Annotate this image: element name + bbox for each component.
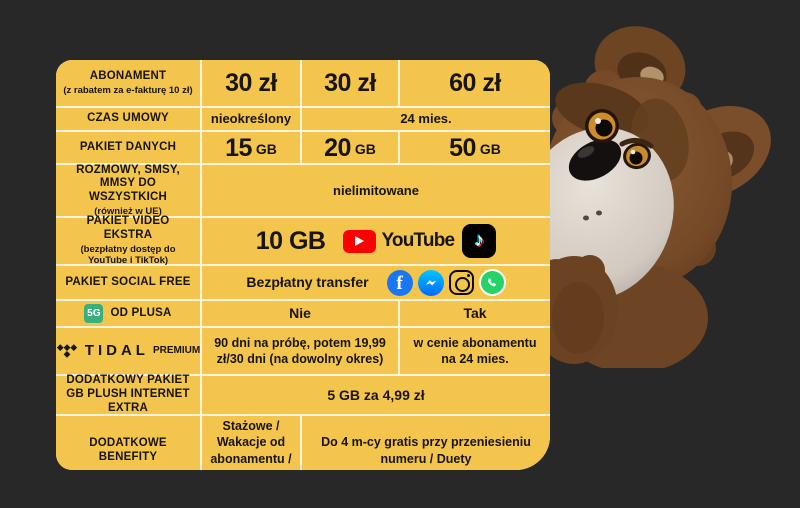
social-free-text: Bezpłatny transfer	[246, 274, 369, 291]
rozmowy-value: nielimitowane	[202, 165, 550, 216]
dane-plan3: 50 GB	[400, 132, 550, 163]
tidal-icon	[56, 344, 77, 358]
tiktok-icon: ♪	[462, 224, 497, 258]
abonament-price-plan1: 30 zł	[202, 60, 300, 106]
pricing-table: ABONAMENT (z rabatem za e-fakturę 10 zł)…	[56, 60, 550, 470]
row-label-extra-gb: DODATKOWY PAKIET GB PLUSH INTERNET EXTRA	[56, 374, 200, 414]
row-label-pakiet-danych: PAKIET DANYCH	[56, 132, 200, 163]
facebook-icon: f	[386, 269, 413, 296]
benefity-plan1: Stażowe / Wakacje od abonamentu / Duety	[202, 416, 300, 470]
bear-muzzle	[538, 127, 674, 301]
tidal-wordmark: TIDAL	[84, 342, 149, 359]
dane-plan2: 20 GB	[302, 132, 398, 163]
dane-plan1: 15 GB	[202, 132, 300, 163]
bear-nose	[568, 139, 622, 181]
bear-eye-right	[619, 138, 654, 170]
row-label-abonament: ABONAMENT (z rabatem za e-fakturę 10 zł)	[56, 60, 200, 106]
video-gb-value: 10 GB	[255, 227, 326, 255]
youtube-logo: YouTube	[343, 229, 455, 253]
social-icons: f	[386, 269, 506, 296]
tidal-tier-label: PREMIUM	[152, 345, 201, 356]
social-free-value: Bezpłatny transfer f	[202, 266, 550, 299]
row-label-benefity: DODATKOWE BENEFITY	[56, 416, 200, 470]
dane-value: 15	[225, 133, 252, 162]
row-label-5g-od-plusa: 5G OD PLUSA	[56, 301, 200, 326]
row-label-text: ABONAMENT	[89, 69, 167, 82]
plush-bear-mascot	[538, 26, 771, 368]
tidal-plan3: w cenie abonamentu na 24 mies.	[400, 328, 550, 374]
5g-plan3: Tak	[400, 301, 550, 326]
dane-value: 50	[449, 133, 476, 162]
czas-umowy-plan1: nieokreślony	[202, 108, 300, 130]
abonament-price-plan2: 30 zł	[302, 60, 398, 106]
5g-badge-icon: 5G	[84, 304, 104, 323]
benefity-plan23: Do 4 m-cy gratis przy przeniesieniu nume…	[302, 416, 550, 470]
youtube-icon	[343, 229, 377, 253]
abonament-price-plan3: 60 zł	[400, 60, 550, 106]
whatsapp-icon	[478, 269, 506, 296]
youtube-wordmark: YouTube	[381, 229, 455, 251]
czas-umowy-plan23: 24 mies.	[302, 108, 550, 130]
dane-unit: GB	[354, 141, 376, 158]
video-ekstra-value: 10 GB YouTube ♪	[202, 218, 550, 264]
row-label-tidal: TIDAL PREMIUM	[56, 328, 200, 374]
dane-unit: GB	[255, 141, 277, 158]
row-sublabel-text: (z rabatem za e-fakturę 10 zł)	[63, 84, 193, 96]
row-label-social-free: PAKIET SOCIAL FREE	[56, 266, 200, 299]
5g-label-text: OD PLUSA	[110, 306, 172, 319]
extra-gb-value: 5 GB za 4,99 zł	[202, 376, 550, 414]
messenger-icon	[417, 269, 444, 296]
row-label-czas-umowy: CZAS UMOWY	[56, 108, 200, 130]
bear-eye-left	[585, 109, 619, 143]
tidal-plan12: 90 dni na próbę, potem 19,99 zł/30 dni (…	[202, 328, 398, 374]
row-label-rozmowy: ROZMOWY, SMSY, MMSY DO WSZYSTKICH (równi…	[56, 164, 200, 217]
5g-plan12: Nie	[202, 301, 398, 326]
instagram-icon	[448, 270, 474, 295]
dane-unit: GB	[479, 141, 501, 158]
dane-value: 20	[324, 133, 351, 162]
row-label-video-ekstra: PAKIET VIDEO EKSTRA (bezpłatny dostęp do…	[56, 215, 200, 266]
